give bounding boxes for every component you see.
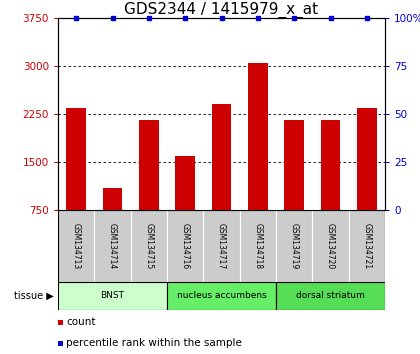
Text: dorsal striatum: dorsal striatum <box>296 291 365 301</box>
Text: GSM134715: GSM134715 <box>144 223 153 269</box>
Text: BNST: BNST <box>100 291 124 301</box>
Bar <box>94 210 131 282</box>
Bar <box>276 282 385 310</box>
Text: GSM134721: GSM134721 <box>362 223 371 269</box>
Text: percentile rank within the sample: percentile rank within the sample <box>66 338 242 348</box>
Bar <box>248 63 268 210</box>
Text: GSM134713: GSM134713 <box>72 223 81 269</box>
Text: GSM134717: GSM134717 <box>217 223 226 269</box>
Bar <box>58 210 94 282</box>
Text: GSM134716: GSM134716 <box>181 223 190 269</box>
Bar <box>167 282 276 310</box>
Bar <box>58 282 167 310</box>
Bar <box>320 120 341 210</box>
Bar <box>203 210 240 282</box>
Bar <box>175 156 195 210</box>
Title: GDS2344 / 1415979_x_at: GDS2344 / 1415979_x_at <box>124 2 318 18</box>
Bar <box>58 341 63 346</box>
Bar <box>66 108 86 210</box>
Bar <box>58 320 63 325</box>
Bar <box>102 188 123 210</box>
Bar <box>212 104 231 210</box>
Text: tissue ▶: tissue ▶ <box>14 291 54 301</box>
Bar <box>284 120 304 210</box>
Bar <box>139 120 159 210</box>
Text: nucleus accumbens: nucleus accumbens <box>177 291 266 301</box>
Bar <box>276 210 312 282</box>
Text: GSM134720: GSM134720 <box>326 223 335 269</box>
Bar <box>131 210 167 282</box>
Text: count: count <box>66 317 95 327</box>
Bar <box>240 210 276 282</box>
Text: GSM134718: GSM134718 <box>253 223 262 269</box>
Bar <box>167 210 203 282</box>
Bar <box>349 210 385 282</box>
Bar <box>312 210 349 282</box>
Text: GSM134719: GSM134719 <box>290 223 299 269</box>
Text: GSM134714: GSM134714 <box>108 223 117 269</box>
Bar <box>357 108 377 210</box>
